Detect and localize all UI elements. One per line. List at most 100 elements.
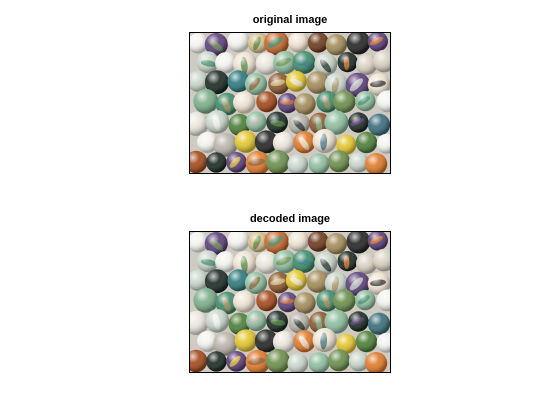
marble: [190, 232, 209, 253]
marble: [287, 154, 309, 173]
marble: [348, 112, 369, 133]
marble: [376, 133, 390, 154]
marble: [190, 269, 209, 291]
marble: [309, 112, 331, 135]
marble: [245, 349, 270, 372]
marble: [256, 290, 278, 312]
marble: [356, 252, 378, 275]
marble: [316, 289, 339, 312]
marble: [193, 88, 219, 114]
marble: [193, 287, 219, 313]
marble: [288, 312, 310, 334]
marble: [197, 131, 219, 153]
marble: [233, 91, 256, 114]
marble: [247, 33, 269, 54]
marble: [268, 271, 290, 294]
marble: [205, 309, 230, 333]
marble: [328, 150, 350, 173]
marble: [227, 232, 250, 252]
marble: [255, 251, 279, 274]
marble: [204, 70, 229, 95]
marble: [328, 349, 350, 372]
marble: [333, 289, 356, 312]
marble: [254, 329, 278, 353]
marble: [373, 248, 390, 272]
marble: [190, 111, 209, 136]
marble: [307, 33, 329, 53]
marble: [324, 309, 349, 334]
marble: [314, 252, 338, 275]
marble: [376, 289, 390, 312]
marble: [288, 33, 310, 53]
marble: [196, 250, 219, 273]
marble: [285, 70, 307, 92]
marble: [266, 111, 288, 134]
marble: [226, 152, 247, 173]
marble: [190, 310, 209, 335]
marble: [228, 312, 251, 335]
marble: [213, 132, 238, 157]
marble: [333, 90, 356, 113]
marble: [292, 249, 316, 273]
marble: [277, 292, 298, 313]
marble: [244, 72, 268, 96]
marble: [227, 33, 250, 53]
marble: [246, 111, 267, 133]
marble: [293, 330, 316, 353]
marble: [355, 90, 376, 112]
marble: [213, 331, 238, 356]
marble: [356, 53, 378, 76]
marble: [265, 150, 290, 173]
marble: [325, 233, 347, 255]
marble: [227, 70, 250, 93]
marble: [266, 310, 288, 333]
decoded-image-axes: [189, 231, 391, 373]
marble: [273, 249, 297, 274]
marble: [324, 271, 349, 296]
marble: [336, 333, 357, 354]
marble: [233, 290, 256, 313]
marble: [348, 152, 369, 173]
marble: [355, 289, 376, 311]
marble: [197, 330, 219, 352]
marble: [292, 50, 316, 74]
marble: [355, 330, 378, 353]
marble: [233, 251, 258, 276]
marble: [256, 91, 278, 113]
marble: [244, 271, 268, 295]
marble: [247, 232, 269, 253]
marble: [288, 113, 310, 135]
marble: [268, 72, 290, 95]
marble: [215, 291, 239, 315]
marble: [206, 152, 227, 173]
marble: [325, 34, 347, 56]
marble: [205, 110, 230, 134]
marble: [226, 351, 247, 372]
marble: [367, 272, 390, 296]
marble: [307, 232, 329, 252]
marble: [337, 251, 358, 272]
marble: [204, 33, 228, 56]
marble: [348, 311, 369, 332]
marble: [346, 232, 371, 254]
marble: [316, 90, 339, 113]
marble: [233, 52, 258, 77]
marble: [306, 270, 330, 293]
marble: [367, 312, 390, 335]
marble: [294, 292, 316, 314]
marble: [294, 93, 316, 115]
marble: [204, 269, 229, 294]
marble: [272, 131, 296, 154]
marble: [365, 153, 388, 173]
marble: [376, 332, 390, 353]
marble: [215, 92, 239, 116]
marble: [355, 131, 378, 154]
marble: [215, 52, 237, 74]
marble: [264, 33, 289, 56]
marble: [245, 150, 270, 173]
marble: [314, 53, 338, 76]
marble: [346, 33, 371, 55]
marble: [190, 33, 209, 54]
original-image-title: original image: [252, 14, 328, 26]
marble: [287, 353, 309, 372]
